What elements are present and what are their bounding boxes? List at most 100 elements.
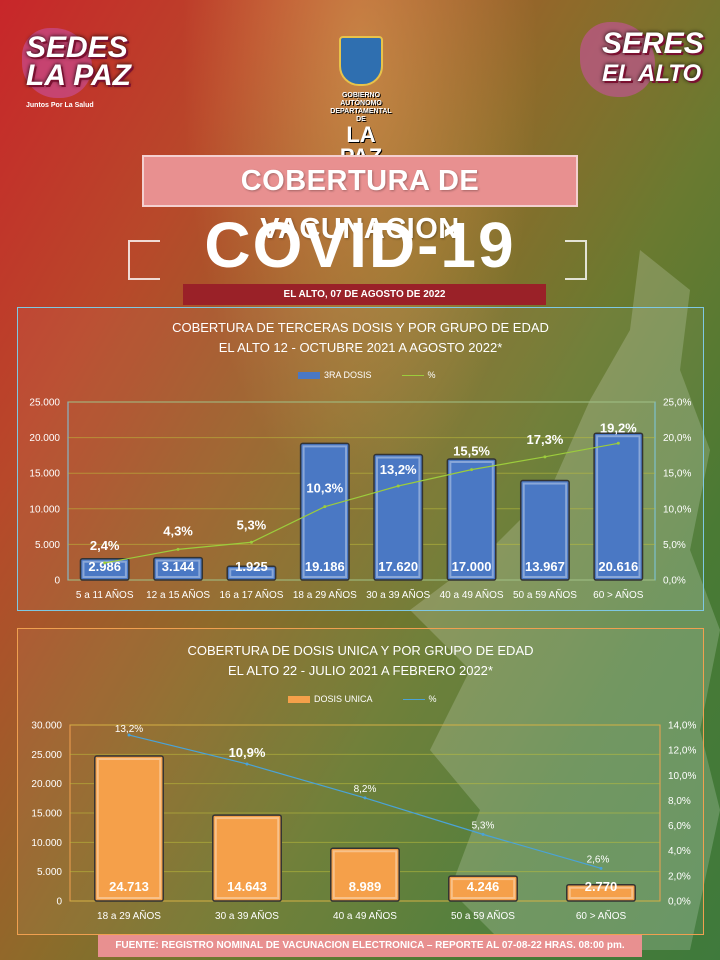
bar-highlight xyxy=(96,758,162,900)
bar-highlight xyxy=(155,559,201,579)
bar-highlight xyxy=(522,482,568,578)
y-tick-label: 20.000 xyxy=(29,433,60,444)
y-tick-label: 10.000 xyxy=(29,504,60,515)
y2-tick-label: 0,0% xyxy=(668,897,691,908)
percent-label: 15,5% xyxy=(453,444,490,459)
percent-label: 13,2% xyxy=(115,724,143,735)
bar xyxy=(299,442,350,581)
x-tick-label: 30 a 39 AÑOS xyxy=(366,588,430,601)
sedes-logo-sub: Juntos Por La Salud xyxy=(26,102,94,109)
percent-label: 10,9% xyxy=(229,745,266,760)
coat-of-arms-icon xyxy=(339,36,383,86)
bar-highlight xyxy=(596,435,641,578)
bar xyxy=(593,432,644,581)
chart-panel-third-dose: COBERTURA DE TERCERAS DOSIS Y POR GRUPO … xyxy=(17,307,704,611)
bar-value-label: 24.713 xyxy=(109,879,149,894)
y2-tick-label: 25,0% xyxy=(663,398,691,409)
y-tick-label: 30.000 xyxy=(31,721,62,732)
bar-value-label: 2.770 xyxy=(585,879,618,894)
y-tick-label: 10.000 xyxy=(31,838,62,849)
percent-point xyxy=(127,733,131,737)
x-tick-label: 18 a 29 AÑOS xyxy=(97,909,161,922)
percent-point xyxy=(363,796,367,800)
bar xyxy=(519,479,570,581)
frame-left xyxy=(128,240,160,280)
logo-right-backdrop xyxy=(580,22,655,97)
x-tick-label: 40 a 49 AÑOS xyxy=(333,909,397,922)
y2-tick-label: 10,0% xyxy=(668,771,696,782)
bar xyxy=(226,565,277,581)
chart1-legend-line-label: % xyxy=(427,370,436,380)
chart2-legend-bar-swatch xyxy=(288,695,310,703)
y2-tick-label: 14,0% xyxy=(668,721,696,732)
y2-tick-label: 2,0% xyxy=(668,871,691,882)
bar xyxy=(212,814,282,902)
y2-tick-label: 20,0% xyxy=(663,433,691,444)
percent-point xyxy=(616,441,620,445)
chart2-legend-line-swatch xyxy=(402,698,425,700)
emblem-line1: GOBIERNO AUTÓNOMO xyxy=(340,92,382,107)
logo-left-backdrop xyxy=(22,28,92,98)
bar-highlight xyxy=(214,817,280,900)
bar-value-label: 20.616 xyxy=(598,559,638,574)
bar-highlight xyxy=(450,878,516,900)
y-tick-label: 0 xyxy=(54,576,60,587)
bar-value-label: 17.000 xyxy=(452,559,492,574)
chart1-title-line2: EL ALTO 12 - OCTUBRE 2021 A AGOSTO 2022* xyxy=(218,340,503,355)
percent-point xyxy=(245,762,249,766)
bar xyxy=(94,755,164,902)
bar-highlight xyxy=(302,445,348,579)
percent-line xyxy=(104,442,619,564)
y2-tick-label: 4,0% xyxy=(668,846,691,857)
bar-value-label: 4.246 xyxy=(467,879,500,894)
x-tick-label: 12 a 15 AÑOS xyxy=(146,588,210,601)
y2-tick-label: 0,0% xyxy=(663,576,686,587)
y2-tick-label: 8,0% xyxy=(668,796,691,807)
x-tick-label: 60 > AÑOS xyxy=(576,909,627,922)
chart2-title-line1: COBERTURA DE DOSIS UNICA Y POR GRUPO DE … xyxy=(187,643,534,658)
chart2-legend-line-label: % xyxy=(428,694,437,704)
y-tick-label: 0 xyxy=(56,897,62,908)
bar-value-label: 2.986 xyxy=(88,559,121,574)
y-tick-label: 25.000 xyxy=(31,750,62,761)
percent-label: 10,3% xyxy=(306,481,343,496)
bar-value-label: 17.620 xyxy=(378,559,418,574)
x-tick-label: 18 a 29 AÑOS xyxy=(293,588,357,601)
percent-label: 8,2% xyxy=(354,784,377,795)
bar xyxy=(566,883,636,902)
chart1-legend-bar-label: 3RA DOSIS xyxy=(324,370,372,380)
percent-point xyxy=(470,468,474,472)
percent-point xyxy=(323,505,327,509)
y2-tick-label: 15,0% xyxy=(663,469,691,480)
chart2-legend: DOSIS UNICA % xyxy=(288,694,437,704)
y2-tick-label: 5,0% xyxy=(663,540,686,551)
bar-value-label: 19.186 xyxy=(305,559,345,574)
sedes-logo: SEDES LA PAZ Juntos Por La Salud xyxy=(26,33,131,120)
y2-tick-label: 10,0% xyxy=(663,504,691,515)
sedes-logo-line2: LA PAZ xyxy=(26,59,131,92)
bar-value-label: 8.989 xyxy=(349,879,382,894)
x-tick-label: 50 a 59 AÑOS xyxy=(513,588,577,601)
y2-tick-label: 6,0% xyxy=(668,821,691,832)
y-tick-label: 15.000 xyxy=(31,809,62,820)
percent-point xyxy=(103,561,107,565)
bar-value-label: 1.925 xyxy=(235,559,268,574)
x-tick-label: 5 a 11 AÑOS xyxy=(76,588,134,601)
percent-label: 2,6% xyxy=(587,854,610,865)
percent-label: 2,4% xyxy=(90,538,120,553)
source-footer: FUENTE: REGISTRO NOMINAL DE VACUNACION E… xyxy=(98,935,642,957)
bar xyxy=(79,557,130,581)
x-tick-label: 50 a 59 AÑOS xyxy=(451,909,515,922)
y-tick-label: 20.000 xyxy=(31,779,62,790)
bar-value-label: 13.967 xyxy=(525,559,565,574)
bar-highlight xyxy=(229,568,274,579)
chart1-title-line1: COBERTURA DE TERCERAS DOSIS Y POR GRUPO … xyxy=(172,320,549,335)
seres-logo-line2: EL ALTO xyxy=(602,60,702,87)
bar-value-label: 14.643 xyxy=(227,879,267,894)
y-tick-label: 5.000 xyxy=(35,540,60,551)
chart1-legend-line-swatch xyxy=(401,374,424,376)
percent-label: 19,2% xyxy=(600,420,637,435)
emblem-line2: DEPARTAMENTAL DE xyxy=(330,108,392,123)
covid-banner: COVID-19 xyxy=(204,209,516,281)
